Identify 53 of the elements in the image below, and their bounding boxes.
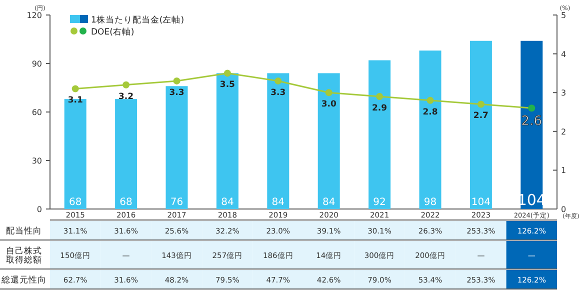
legend-label: 1株当たり配当金(左軸) [91, 14, 184, 26]
y-tick-label: 60 [32, 108, 42, 117]
bar [520, 40, 543, 209]
data-label: 3.1 [68, 96, 83, 106]
point [325, 89, 332, 96]
bar [368, 60, 391, 209]
y-tick-label: 30 [32, 156, 42, 166]
data-label: 3.3 [270, 88, 286, 98]
bar [419, 50, 442, 209]
bar [216, 73, 238, 209]
point [528, 104, 536, 112]
y2-tick-label: 3 [561, 88, 566, 98]
data-label: 3.5 [220, 80, 236, 90]
point [376, 92, 384, 100]
y2-tick-label: 5 [561, 11, 566, 20]
data-label: 2.9 [372, 103, 388, 114]
point [72, 85, 79, 92]
point [122, 81, 130, 88]
data-label: 76 [170, 197, 184, 208]
point [173, 77, 180, 84]
y2-tick-label: 0 [561, 205, 566, 214]
data-label: 92 [373, 197, 386, 208]
y-tick-label: 120 [26, 11, 42, 20]
data-label: 2.7 [473, 111, 489, 122]
bar [318, 73, 340, 209]
bar [267, 73, 290, 209]
y-tick-label: 90 [32, 60, 42, 68]
point [274, 77, 282, 84]
y2-tick-label: 2 [561, 127, 566, 136]
point [477, 100, 484, 108]
data-label: 84 [272, 197, 285, 208]
bar [115, 99, 138, 209]
y2-tick-label: 1 [561, 166, 566, 176]
bar [166, 86, 188, 209]
data-label: 2.8 [422, 107, 438, 118]
point [224, 70, 231, 77]
data-label: 2.6 [521, 114, 542, 130]
y2-tick-label: 4 [561, 50, 566, 59]
data-label: 84 [221, 197, 234, 208]
text: 配当性向 [6, 226, 42, 236]
data-label: 3.3 [169, 88, 184, 98]
bar [470, 40, 492, 209]
data-label: 104 [471, 197, 490, 208]
data-label: 84 [322, 197, 336, 208]
data-label: 3.0 [321, 100, 336, 110]
data-label: 68 [120, 197, 132, 208]
text: 総還元性向 [0, 274, 46, 286]
point [426, 96, 434, 104]
legend-label: DOE(右軸) [91, 26, 134, 38]
data-label: 98 [424, 197, 437, 208]
data-label: 68 [68, 197, 82, 208]
y-tick-label: 0 [36, 205, 42, 214]
text: 自己株式取得総額 [6, 246, 42, 266]
